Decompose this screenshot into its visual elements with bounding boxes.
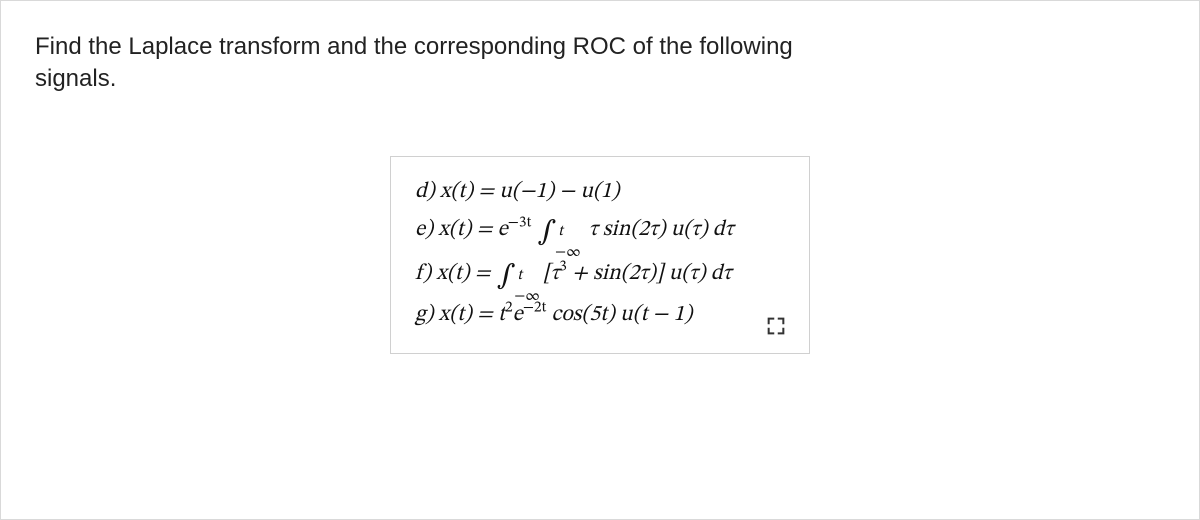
question-prompt: Find the Laplace transform and the corre… <box>35 31 935 96</box>
figure-wrap: d) x(t) = u(−1) − u(1) e) x(t) = e−3t ∫t… <box>35 156 1165 354</box>
integral-symbol: ∫ <box>538 218 557 246</box>
eq-e-exp: −3t <box>508 215 532 231</box>
integral-symbol: ∫ <box>497 262 516 290</box>
page-container: Find the Laplace transform and the corre… <box>0 0 1200 520</box>
eq-e-prefix: e) x(t) = e <box>415 219 508 241</box>
eq-d-text: d) x(t) = u(−1) − u(1) <box>415 181 620 203</box>
prompt-line-2: signals. <box>35 65 116 92</box>
eq-f-inside1: [τ <box>543 263 559 285</box>
eq-g-tail: cos(5t) u(t − 1) <box>546 304 692 326</box>
eq-g-prefix: g) x(t) = t <box>415 304 505 326</box>
equation-g: g) x(t) = t2e−2t cos(5t) u(t − 1) <box>415 298 781 333</box>
fullscreen-icon[interactable] <box>765 315 787 337</box>
eq-g-sq: 2 <box>505 300 513 316</box>
equation-f: f) x(t) = ∫t−∞[τ3 + sin(2τ)] u(τ) dτ <box>415 254 781 298</box>
eq-f-inside2: + sin(2τ)] u(τ) dτ <box>567 263 731 285</box>
equation-d: d) x(t) = u(−1) − u(1) <box>415 175 781 210</box>
int-lower: −∞ <box>555 240 581 265</box>
prompt-line-1: Find the Laplace transform and the corre… <box>35 33 793 60</box>
eq-f-prefix: f) x(t) = <box>415 263 496 285</box>
int-lower: −∞ <box>514 284 540 309</box>
equation-e: e) x(t) = e−3t ∫t−∞ τ sin(2τ) u(τ) dτ <box>415 210 781 254</box>
eq-e-integrand: τ sin(2τ) u(τ) dτ <box>584 219 734 241</box>
equations-figure: d) x(t) = u(−1) − u(1) e) x(t) = e−3t ∫t… <box>390 156 810 354</box>
